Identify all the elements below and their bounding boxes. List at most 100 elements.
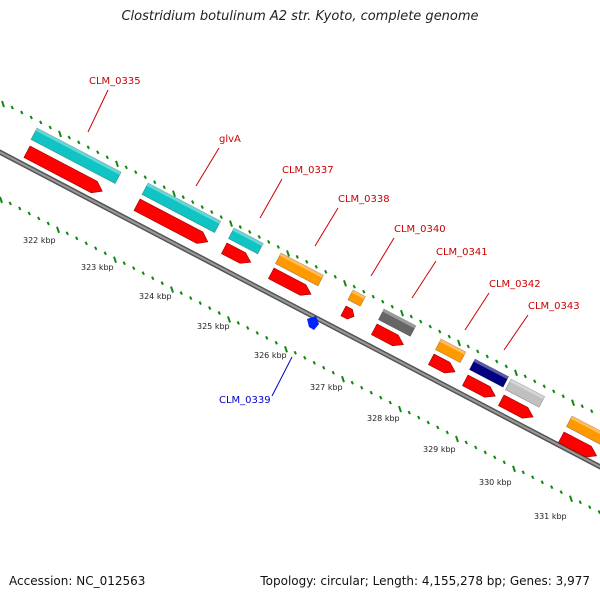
gene-feature-shape: [469, 358, 510, 388]
inner-tick: [170, 286, 174, 293]
inner-tick: [483, 450, 487, 455]
gene-feature: [435, 338, 467, 364]
inner-tick: [160, 281, 164, 286]
inner-tick: [236, 321, 240, 325]
gene-callout-line: [195, 147, 220, 187]
cds-arrow: [498, 394, 534, 419]
kbp-label: 330 kbp: [479, 478, 512, 487]
outer-tick: [77, 140, 81, 145]
gene-callouts: CLM_0335 glvA CLM_0337 CLM_0338 CLM_0340 CLM_…: [87, 76, 580, 406]
gene-callout-line: [370, 237, 395, 277]
gene-feature-shine: [509, 379, 545, 400]
inner-tick: [65, 231, 69, 236]
inner-tick: [398, 405, 402, 413]
cds-arrow: [558, 431, 598, 458]
inner-tick: [350, 380, 354, 385]
gene-label: CLM_0343: [528, 301, 580, 312]
inner-tick: [388, 400, 392, 405]
gene-callout-line: [87, 89, 109, 133]
backbone-highlight: [0, 151, 600, 468]
kbp-label: 325 kbp: [197, 322, 230, 331]
outer-tick: [219, 215, 223, 219]
cds-arrow-shape: [23, 145, 103, 194]
gene-feature-shape: [435, 338, 467, 364]
inner-tick: [445, 430, 449, 435]
outer-tick: [324, 269, 328, 274]
inner-tick: [341, 375, 345, 383]
gene-label: glvA: [219, 134, 241, 145]
outer-tick: [580, 404, 584, 409]
cds-arrow-shape: [428, 353, 456, 374]
outer-tick: [590, 409, 594, 414]
outer-tick: [381, 299, 385, 304]
gene-label: CLM_0338: [338, 194, 390, 205]
blue-feature-arrow: [307, 316, 319, 330]
gene-feature-shine: [279, 253, 324, 278]
outer-tick: [96, 150, 100, 155]
inner-tick: [531, 475, 535, 480]
outer-tick: [504, 364, 508, 369]
outer-tick: [314, 264, 318, 269]
inner-tick: [474, 445, 478, 450]
outer-tick: [457, 339, 461, 347]
genome-title: Clostridium botulinum A2 str. Kyoto, com…: [121, 9, 479, 24]
gene-feature-shape: [228, 227, 264, 255]
outer-tick: [39, 120, 43, 125]
gene-feature: [566, 415, 600, 446]
kbp-label: 331 kbp: [534, 512, 567, 521]
outer-tick: [295, 254, 299, 259]
cds-arrow: [23, 145, 103, 194]
gene-feature-shape: [30, 127, 122, 185]
gene-label: CLM_0337: [282, 165, 334, 176]
outer-tick: [447, 334, 451, 339]
outer-tick: [476, 349, 480, 354]
gene-label: CLM_0342: [489, 279, 541, 290]
outer-tick: [143, 175, 147, 180]
outer-tick: [352, 284, 356, 289]
inner-tick: [588, 505, 592, 510]
kbp-label: 324 kbp: [139, 292, 172, 301]
outer-tick: [67, 135, 71, 140]
cds-arrow-shape: [221, 242, 252, 264]
genome-stats-text: Topology: circular; Length: 4,155,278 bp…: [260, 574, 590, 588]
outer-tick: [514, 369, 518, 377]
inner-tick: [265, 335, 269, 340]
gene-feature-shape: [505, 378, 546, 408]
gene-callout-line: [464, 292, 490, 331]
outer-tick: [438, 329, 442, 334]
inner-tick: [293, 350, 297, 355]
inner-tick: [455, 435, 459, 443]
inner-tick: [84, 241, 88, 246]
inner-tick: [322, 365, 326, 370]
accession-text: Accession: NC_012563: [9, 574, 146, 588]
gene-callout-line: [271, 356, 293, 397]
outer-tick: [10, 105, 14, 110]
cds-arrow: [462, 374, 496, 398]
inner-tick: [217, 311, 221, 315]
gene-label: CLM_0335: [89, 76, 141, 87]
outer-tick: [1, 100, 5, 108]
inner-tick: [417, 415, 421, 420]
gene-feature-shape: [141, 182, 222, 233]
gene-feature: [378, 308, 417, 337]
inner-tick: [550, 485, 554, 490]
inner-tick: [103, 251, 107, 256]
outer-tick: [229, 220, 233, 227]
gene-callout-line: [314, 207, 339, 247]
outer-tick: [409, 314, 413, 319]
gene-feature: [275, 252, 324, 287]
outer-tick: [305, 259, 309, 264]
gene-feature: [30, 127, 122, 185]
outer-tick: [162, 185, 166, 190]
inner-tick: [436, 425, 440, 430]
outer-tick: [552, 389, 556, 394]
gene-feature-shine: [351, 290, 366, 300]
gene-feature: [347, 289, 366, 307]
outer-tick: [29, 115, 33, 120]
outer-tick: [210, 210, 214, 215]
gene-feature-shine: [473, 359, 509, 380]
outer-tick: [153, 180, 157, 185]
cds-arrow-shape: [133, 198, 209, 244]
outer-tick: [238, 225, 242, 229]
